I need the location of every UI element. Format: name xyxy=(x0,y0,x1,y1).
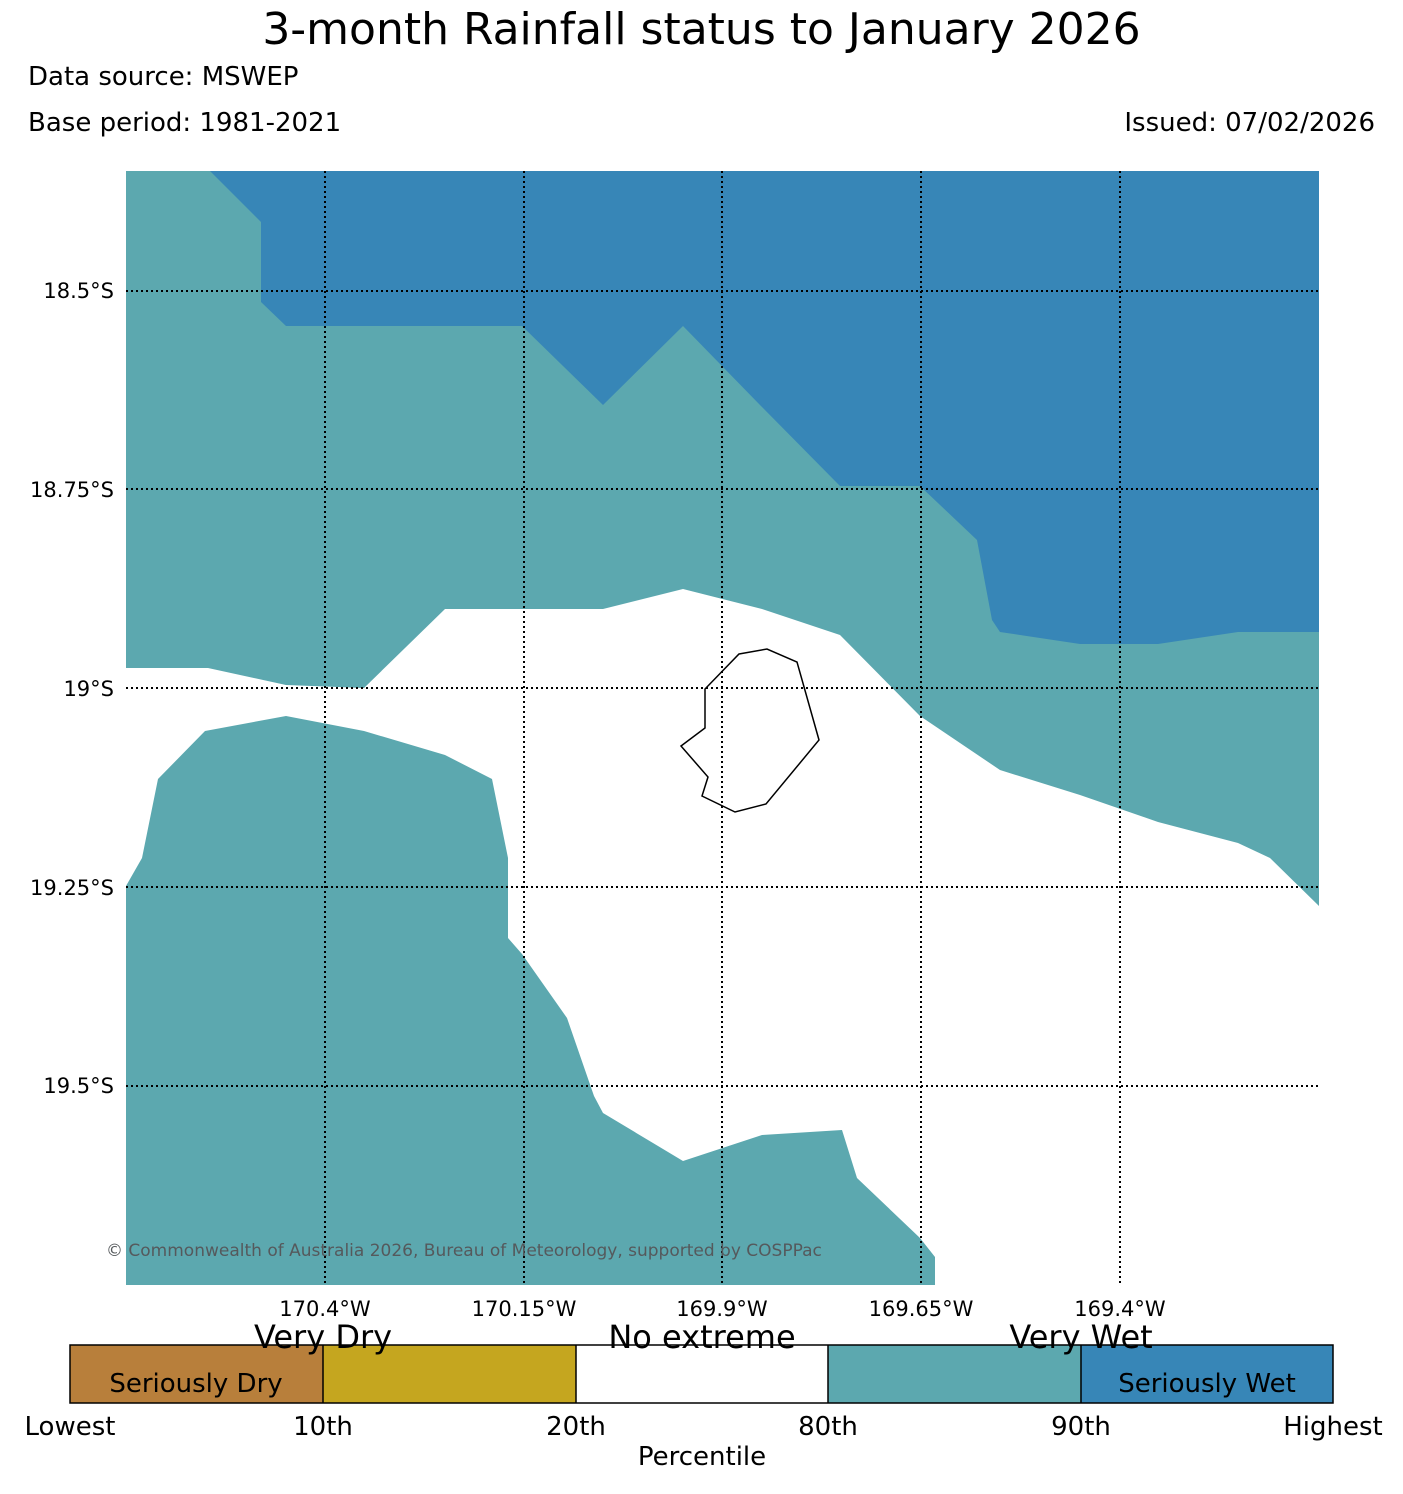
lon-label-169-4: 169.4°W xyxy=(1074,1297,1166,1321)
lat-label-19-25: 19.25°S xyxy=(30,876,114,900)
island-outline xyxy=(679,648,820,813)
seriously-wet-region xyxy=(210,171,1319,644)
colorbar-legend: Very Dry No extreme Very Wet Seriously D… xyxy=(25,1318,1383,1472)
legend-axis-label: Percentile xyxy=(638,1442,766,1472)
legend-seriously-wet-label: Seriously Wet xyxy=(1118,1369,1296,1399)
lat-label-19: 19°S xyxy=(63,677,114,701)
legend-tick-highest: Highest xyxy=(1283,1412,1383,1442)
legend-seriously-dry-label: Seriously Dry xyxy=(109,1369,282,1399)
lon-label-169-9: 169.9°W xyxy=(676,1297,768,1321)
lon-label-170-15: 170.15°W xyxy=(472,1297,577,1321)
lat-label-18-5: 18.5°S xyxy=(43,279,114,303)
legend-no-extreme-label: No extreme xyxy=(608,1318,795,1356)
data-source-label: Data source: MSWEP xyxy=(28,62,299,92)
map-title: 3-month Rainfall status to January 2026 xyxy=(262,4,1141,55)
legend-tick-10th: 10th xyxy=(293,1412,353,1442)
lat-label-18-75: 18.75°S xyxy=(30,478,114,502)
issued-date-label: Issued: 07/02/2026 xyxy=(1124,108,1375,138)
legend-very-wet-swatch xyxy=(828,1345,1081,1403)
legend-tick-20th: 20th xyxy=(546,1412,606,1442)
legend-seriously-wet-swatch xyxy=(1081,1345,1333,1403)
legend-tick-80th: 80th xyxy=(798,1412,858,1442)
base-period-label: Base period: 1981-2021 xyxy=(28,108,342,138)
legend-very-dry-swatch xyxy=(323,1345,576,1403)
legend-very-wet-label: Very Wet xyxy=(1009,1318,1152,1356)
lon-label-170-4: 170.4°W xyxy=(279,1297,371,1321)
lat-label-19-5: 19.5°S xyxy=(43,1074,114,1098)
legend-tick-lowest: Lowest xyxy=(25,1412,116,1442)
legend-tick-90th: 90th xyxy=(1051,1412,1111,1442)
legend-seriously-dry-swatch xyxy=(70,1345,323,1403)
copyright-notice: © Commonwealth of Australia 2026, Bureau… xyxy=(106,1241,822,1261)
legend-very-dry-label: Very Dry xyxy=(254,1318,392,1356)
legend-no-extreme-swatch xyxy=(576,1345,828,1403)
lon-label-169-65: 169.65°W xyxy=(869,1297,974,1321)
graticule xyxy=(126,171,1319,1285)
map-panel: © Commonwealth of Australia 2026, Bureau… xyxy=(106,171,1319,1285)
